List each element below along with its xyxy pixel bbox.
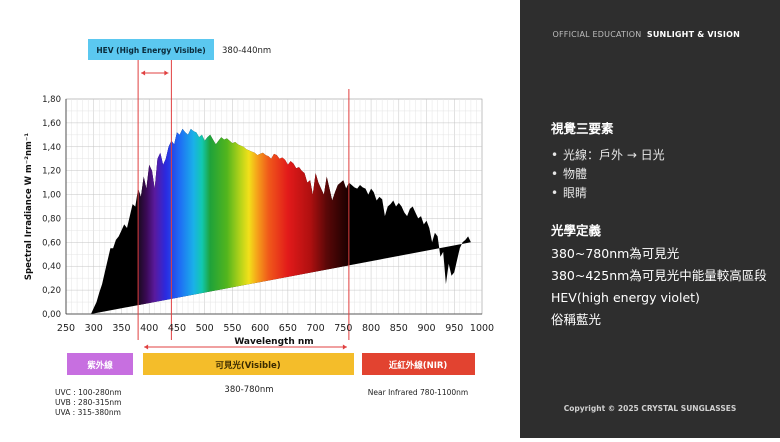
hev-arrowhead-right [164,70,169,76]
section-vision-title: 視覺三要素 [551,121,614,136]
x-tick-label: 700 [307,323,325,334]
uv-note: UVC : 100-280nm [55,388,122,397]
visible-box [143,353,354,375]
y-tick-label: 1,40 [42,143,61,153]
y-tick-label: 1,60 [42,119,61,129]
spectrum-chart: 250 300 350 400 450 500 550 600 650 700 750 800 850 9… [24,39,494,417]
x-tick-label: 300 [85,323,103,334]
uv-label: 紫外線 [87,360,113,371]
y-tick-label: 1,20 [42,167,61,177]
optics-line: 俗稱藍光 [551,312,602,327]
optics-line: 380~425nm為可見光中能量較高區段 [551,268,767,283]
x-tick-label: 900 [417,323,435,334]
uv-note: UVA : 315-380nm [55,408,121,417]
y-tick-label: 0,00 [42,310,61,320]
x-tick-label: 800 [362,323,380,334]
x-tick-label: 750 [334,323,352,334]
x-axis-label: Wavelength nm [234,337,313,347]
header-bold: SUNLIGHT & VISION [646,30,740,39]
visible-arrowhead-right [342,344,347,350]
optics-line: HEV(high energy violet) [551,290,700,305]
x-tick-label: 250 [57,323,75,334]
optics-line: 380~780nm為可見光 [551,246,680,261]
x-tick-label: 650 [279,323,297,334]
y-tick-label: 0,60 [42,238,61,248]
y-tick-label: 0,80 [42,214,61,224]
uv-box [67,353,133,375]
hev-label: HEV (High Energy Visible) [96,46,205,55]
x-tick-label: 400 [140,323,158,334]
nir-note: Near Infrared 780-1100nm [368,388,468,397]
y-tick-label: 1,00 [42,191,61,201]
x-tick-label: 550 [223,323,241,334]
visible-arrowhead-left [144,344,149,350]
hev-arrowhead-left [141,70,146,76]
list-item: • 眼睛 [551,186,588,200]
hev-range: 380-440nm [222,46,271,56]
x-tick-label: 850 [390,323,408,334]
header-thin: OFFICIAL EDUCATION [552,30,642,39]
spectrum-panel: 250 300 350 400 450 500 550 600 650 700 750 800 850 9… [24,39,495,417]
x-tick-label: 350 [112,323,130,334]
visible-note: 380-780nm [224,385,273,395]
y-tick-label: 1,80 [42,95,61,105]
nir-label: 近紅外線(NIR) [389,360,448,371]
info-panel: OFFICIAL EDUCATION SUNLIGHT & VISION 視覺三… [520,0,780,438]
list-item: • 物體 [551,167,588,181]
nir-box [362,353,475,375]
x-tick-label: 600 [251,323,269,334]
x-tick-label: 500 [196,323,214,334]
hev-box [88,39,214,60]
section-vision-list: • 光線：戶外 → 日光 • 物體 • 眼睛 [551,146,665,203]
y-tick-label: 0,20 [42,286,61,296]
list-item: • 光線：戶外 → 日光 [551,148,665,162]
y-axis-label: Spectral Irradiance W m⁻²nm⁻¹ [24,133,34,280]
section-optics-title: 光學定義 [551,223,602,238]
uv-note: UVB : 280-315nm [55,398,121,407]
x-tick-label: 450 [168,323,186,334]
header: OFFICIAL EDUCATION SUNLIGHT & VISION [520,30,740,39]
y-tick-label: 0,40 [42,262,61,272]
copyright: Copyright © 2025 CRYSTAL SUNGLASSES [563,404,737,413]
section-vision: 視覺三要素 • 光線：戶外 → 日光 • 物體 • 眼睛 [551,118,665,203]
section-optics: 光學定義 380~780nm為可見光 380~425nm為可見光中能量較高區段 … [551,220,767,331]
visible-label: 可見光(Visible) [215,360,280,371]
x-tick-label: 1000 [470,323,494,334]
x-tick-label: 950 [445,323,463,334]
